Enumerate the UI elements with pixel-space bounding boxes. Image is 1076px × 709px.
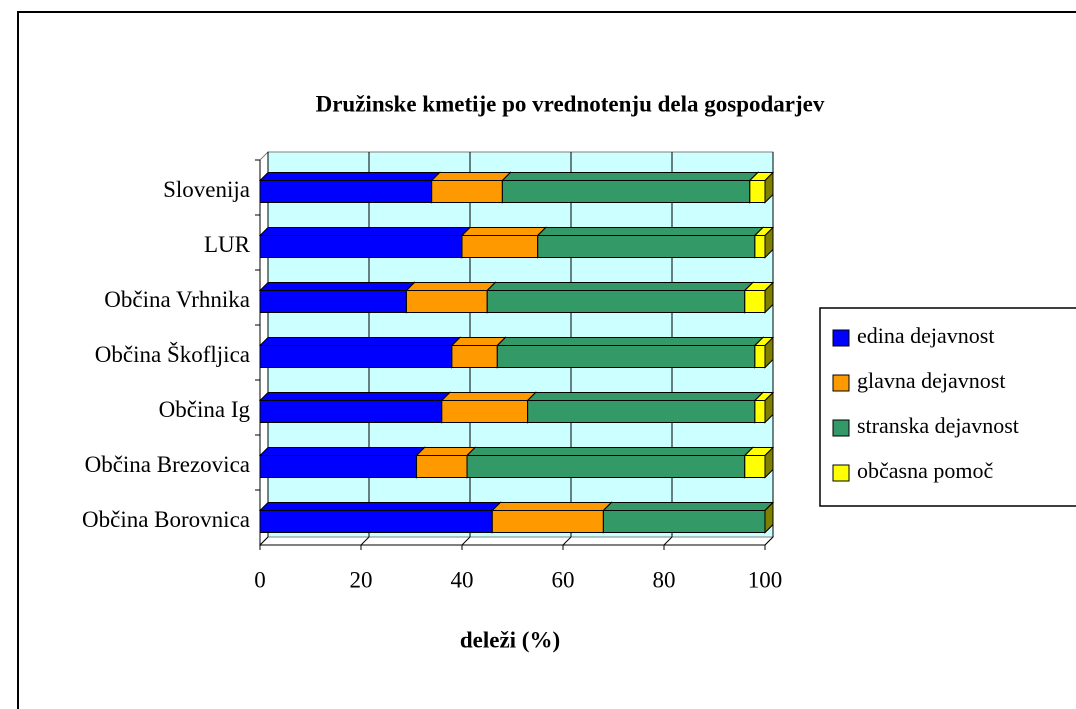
- bar-segment: [744, 290, 766, 313]
- y-tick-label: Občina Borovnica: [82, 507, 250, 532]
- bar-side: [764, 226, 774, 259]
- bar-segment: [602, 510, 766, 533]
- y-tick-label: LUR: [204, 232, 251, 257]
- bar-top: [536, 227, 765, 236]
- bar-top: [602, 502, 775, 511]
- bar-top: [450, 337, 507, 346]
- x-tick-label: 60: [552, 567, 575, 592]
- bar-side: [764, 391, 774, 424]
- bar-top: [501, 172, 760, 181]
- y-tick-label: Občina Brezovica: [85, 452, 250, 477]
- legend-label: občasna pomoč: [857, 458, 993, 483]
- bar-segment: [461, 235, 539, 258]
- bar-segment: [537, 235, 756, 258]
- bar-top: [496, 337, 765, 346]
- bar-segment: [754, 400, 766, 423]
- y-tick-label: Občina Vrhnika: [104, 287, 250, 312]
- bar-top: [491, 502, 613, 511]
- bar-side: [764, 281, 774, 314]
- floor-grid-line: [663, 536, 673, 546]
- bar-segment: [405, 290, 488, 313]
- bar-segment: [496, 345, 756, 368]
- bar-segment: [501, 180, 751, 203]
- floor-grid-line: [764, 536, 774, 546]
- legend-swatch: [832, 329, 850, 347]
- x-axis-label: deleži (%): [460, 627, 560, 652]
- bar-top: [258, 337, 462, 346]
- floor: [258, 536, 775, 546]
- bar-segment: [259, 345, 453, 368]
- bar-top: [258, 502, 502, 511]
- bar-segment: [744, 455, 766, 478]
- bar-top: [405, 282, 497, 291]
- legend-swatch: [832, 419, 850, 437]
- bar-top: [526, 392, 765, 401]
- legend: [819, 307, 1076, 507]
- bar-top: [460, 227, 547, 236]
- bar-side: [764, 171, 774, 204]
- bar-segment: [451, 345, 498, 368]
- floor-grid-line: [461, 536, 471, 546]
- y-tick-label: Slovenija: [163, 177, 250, 202]
- legend-label: stranska dejavnost: [857, 413, 1019, 438]
- bar-segment: [259, 455, 418, 478]
- legend-label: glavna dejavnost: [857, 368, 1005, 393]
- bar-segment: [749, 180, 766, 203]
- legend-swatch: [832, 464, 850, 482]
- chart-title: Družinske kmetije po vrednotenju dela go…: [316, 91, 825, 116]
- bar-segment: [259, 180, 433, 203]
- floor-grid-line: [360, 536, 370, 546]
- bar-segment: [259, 510, 493, 533]
- legend-label: edina dejavnost: [857, 323, 994, 348]
- bar-segment: [527, 400, 756, 423]
- bar-top: [465, 447, 755, 456]
- bar-top: [430, 172, 512, 181]
- y-tick-label: Občina Ig: [159, 397, 251, 422]
- bar-segment: [466, 455, 746, 478]
- bar-top: [258, 282, 416, 291]
- floor-grid-line: [562, 536, 572, 546]
- bar-segment: [431, 180, 503, 203]
- x-tick-label: 40: [451, 567, 474, 592]
- legend-swatch: [832, 374, 850, 392]
- bar-top: [258, 392, 452, 401]
- bar-top: [258, 172, 441, 181]
- bar-segment: [416, 455, 468, 478]
- bar-segment: [259, 400, 443, 423]
- bar-segment: [486, 290, 746, 313]
- y-tick-label: Občina Škofljica: [95, 341, 250, 367]
- bar-top: [415, 447, 477, 456]
- bar-segment: [754, 235, 766, 258]
- bar-top: [486, 282, 755, 291]
- bar-segment: [491, 510, 604, 533]
- floor-grid-line: [259, 536, 269, 546]
- bar-top: [440, 392, 537, 401]
- x-tick-label: 100: [748, 567, 783, 592]
- bar-side: [764, 446, 774, 479]
- bar-top: [258, 227, 472, 236]
- bar-segment: [754, 345, 766, 368]
- bar-top: [258, 447, 426, 456]
- x-tick-label: 20: [350, 567, 373, 592]
- x-tick-label: 80: [653, 567, 676, 592]
- bar-side: [764, 336, 774, 369]
- bar-segment: [259, 290, 407, 313]
- x-tick-label: 0: [254, 567, 266, 592]
- bar-segment: [259, 235, 463, 258]
- bar-side: [764, 501, 774, 534]
- bar-segment: [441, 400, 529, 423]
